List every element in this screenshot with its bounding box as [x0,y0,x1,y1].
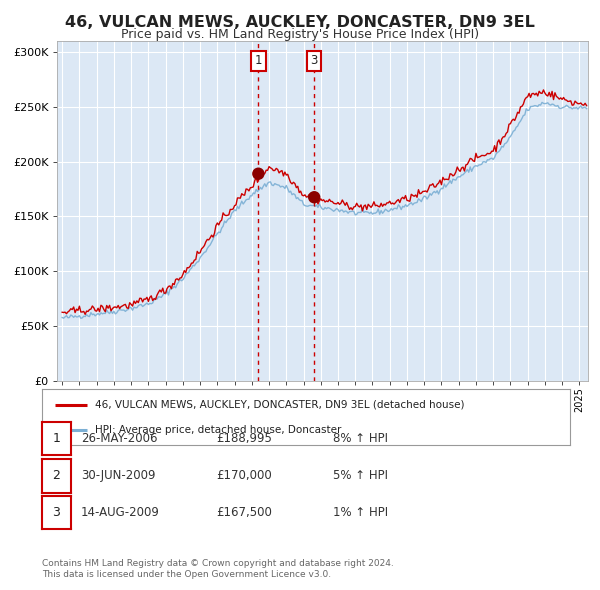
Text: Price paid vs. HM Land Registry's House Price Index (HPI): Price paid vs. HM Land Registry's House … [121,28,479,41]
Point [310,192,319,202]
Text: 1: 1 [254,54,262,67]
Text: £170,000: £170,000 [216,469,272,483]
Text: £188,995: £188,995 [216,432,272,445]
Text: HPI: Average price, detached house, Doncaster: HPI: Average price, detached house, Donc… [95,425,341,435]
Text: 2: 2 [52,469,61,483]
Text: 26-MAY-2006: 26-MAY-2006 [81,432,157,445]
Text: 14-AUG-2009: 14-AUG-2009 [81,506,160,519]
Text: 1: 1 [52,432,61,445]
Text: 5% ↑ HPI: 5% ↑ HPI [333,469,388,483]
Text: 8% ↑ HPI: 8% ↑ HPI [333,432,388,445]
Text: 3: 3 [311,54,318,67]
Text: 46, VULCAN MEWS, AUCKLEY, DONCASTER, DN9 3EL (detached house): 46, VULCAN MEWS, AUCKLEY, DONCASTER, DN9… [95,399,464,409]
Point [254,169,263,178]
Text: 46, VULCAN MEWS, AUCKLEY, DONCASTER, DN9 3EL: 46, VULCAN MEWS, AUCKLEY, DONCASTER, DN9… [65,15,535,30]
Text: Contains HM Land Registry data © Crown copyright and database right 2024.
This d: Contains HM Land Registry data © Crown c… [42,559,394,579]
Text: 3: 3 [52,506,61,519]
Text: £167,500: £167,500 [216,506,272,519]
Text: 30-JUN-2009: 30-JUN-2009 [81,469,155,483]
Text: 1% ↑ HPI: 1% ↑ HPI [333,506,388,519]
